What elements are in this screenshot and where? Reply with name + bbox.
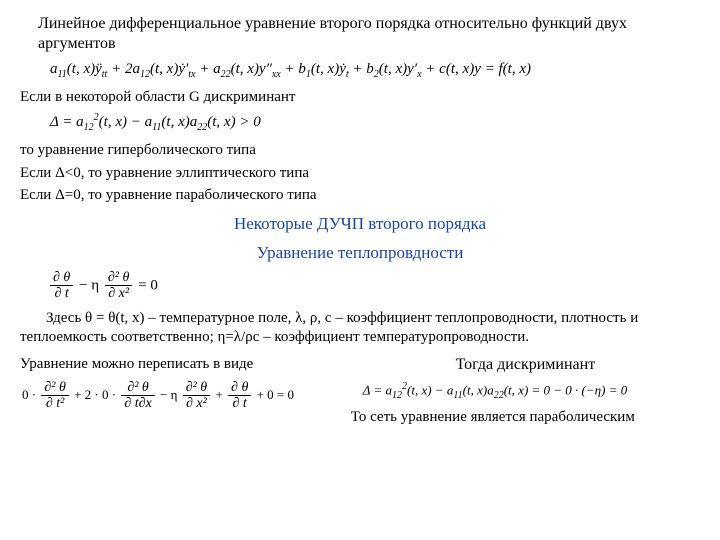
discr-intro: Если в некоторой области G дискриминант bbox=[20, 88, 700, 107]
heat-text: Здесь θ = θ(t, x) – температурное поле, … bbox=[20, 309, 700, 347]
subheading-heat: Уравнение теплопровдности bbox=[20, 242, 700, 263]
equation-discriminant: Δ = a122(t, x) − a11(t, x)a22(t, x) > 0 bbox=[50, 112, 700, 135]
rewrite-text: Уравнение можно переписать в виде bbox=[20, 355, 333, 374]
line-elliptic: Если Δ<0, то уравнение эллиптического ти… bbox=[20, 164, 700, 183]
heat-equation: ∂ θ∂ t − η ∂² θ∂ x² = 0 bbox=[48, 270, 700, 302]
conclusion: То сеть уравнение является параболически… bbox=[351, 408, 700, 427]
equation-main: a11(t, x)ÿtt + 2a12(t, x)ẏ′tx + a22(t, x… bbox=[50, 60, 700, 82]
title: Линейное дифференциальное уравнение втор… bbox=[20, 14, 700, 54]
subheading-some-pde: Некоторые ДУЧП второго порядка bbox=[20, 213, 700, 234]
discriminant-zero: Δ = a122(t, x) − a11(t, x)a22(t, x) = 0 … bbox=[363, 381, 700, 402]
then-discriminant: Тогда дискриминант bbox=[351, 355, 700, 375]
expanded-equation: 0 · ∂² θ∂ t² + 2 · 0 · ∂² θ∂ t∂x − η ∂² … bbox=[22, 380, 333, 412]
line-parabolic: Если Δ=0, то уравнение параболического т… bbox=[20, 186, 700, 205]
line-hyperbolic: то уравнение гиперболического типа bbox=[20, 141, 700, 160]
